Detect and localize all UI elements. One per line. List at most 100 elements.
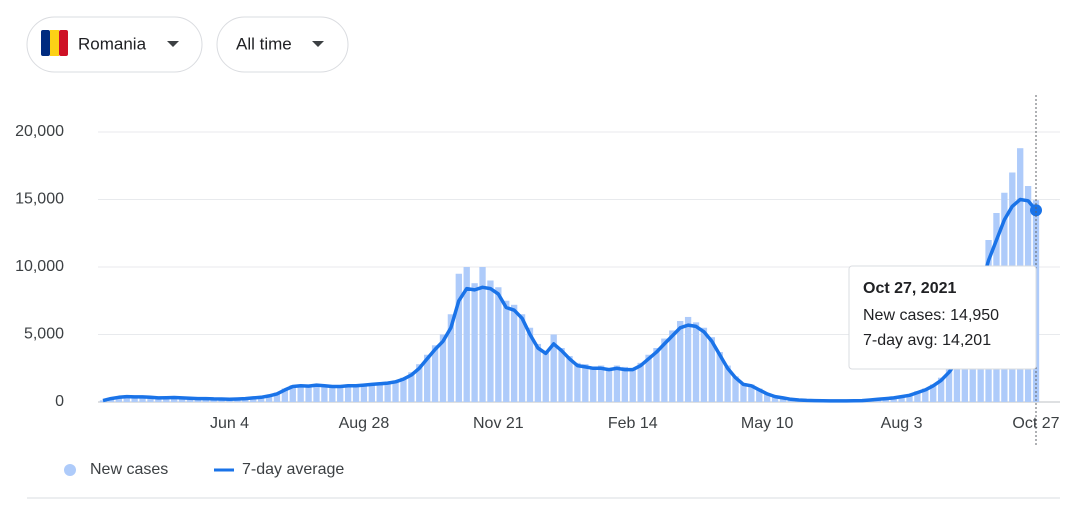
country-label: Romania <box>78 34 147 53</box>
bar <box>344 384 352 402</box>
bar <box>566 356 573 402</box>
bar <box>257 396 265 402</box>
bar <box>724 365 731 402</box>
range-select[interactable] <box>216 16 349 73</box>
bar <box>479 267 486 402</box>
bar <box>605 368 613 402</box>
bar <box>645 354 652 402</box>
legend-swatch <box>64 464 76 476</box>
bar <box>771 395 779 402</box>
tooltip-title: Oct 27, 2021 <box>863 280 957 297</box>
bar <box>305 385 312 402</box>
bar <box>597 365 605 402</box>
bar <box>139 397 146 402</box>
x-tick-label: Jun 4 <box>210 415 249 432</box>
bar <box>400 377 407 402</box>
bar <box>661 338 668 402</box>
x-tick-label: Aug 3 <box>881 415 923 432</box>
bar <box>930 384 937 402</box>
bar <box>621 366 629 402</box>
bar <box>542 350 549 402</box>
bar <box>321 386 328 402</box>
bar <box>906 394 913 402</box>
flag <box>50 30 59 56</box>
legend-label: New cases <box>90 461 168 478</box>
tooltip: Oct 27, 2021 New cases: 14,950 7-day avg… <box>848 265 1037 370</box>
bar <box>376 382 383 402</box>
x-tick-label: Feb 14 <box>608 415 658 432</box>
hover-dot <box>1030 204 1042 217</box>
bar <box>708 337 715 402</box>
bar <box>455 273 462 402</box>
bar <box>297 386 304 402</box>
bar <box>186 397 194 402</box>
y-tick-label: 5,000 <box>24 326 64 343</box>
bar <box>360 384 368 402</box>
bar <box>764 393 771 402</box>
tooltip-line: 7-day avg: 14,201 <box>863 332 991 349</box>
bar <box>313 384 320 402</box>
flag <box>59 30 68 56</box>
y-tick-label: 20,000 <box>15 123 64 140</box>
bar <box>582 364 589 402</box>
bar <box>945 368 953 402</box>
bar <box>700 327 708 402</box>
bar <box>550 334 557 402</box>
bar <box>123 396 130 402</box>
bar <box>748 384 755 402</box>
bar <box>503 300 510 402</box>
average-line <box>102 197 1038 403</box>
bar <box>716 352 723 402</box>
bar <box>273 392 281 402</box>
bar <box>692 322 700 402</box>
bar <box>281 388 289 402</box>
tooltip-line: New cases: 14,950 <box>863 307 999 324</box>
bar <box>99 400 107 402</box>
bar <box>439 334 447 402</box>
bar <box>194 398 202 402</box>
bar <box>384 381 391 402</box>
bar <box>669 330 676 402</box>
bar <box>431 345 439 402</box>
x-tick-label: May 10 <box>741 415 794 432</box>
bar <box>637 362 644 402</box>
bar <box>677 321 684 402</box>
range-label: All time <box>236 34 292 53</box>
bar <box>510 304 518 402</box>
bar <box>526 327 534 402</box>
bar <box>740 383 747 402</box>
flag <box>41 30 50 56</box>
bar <box>368 385 375 402</box>
bar <box>115 396 122 402</box>
bar <box>914 391 921 402</box>
dropdown-arrow <box>167 41 179 47</box>
bar <box>265 395 273 402</box>
bar <box>289 385 296 402</box>
bar <box>574 362 581 402</box>
bar <box>131 396 138 402</box>
bar <box>337 387 344 402</box>
bar <box>629 368 636 402</box>
bar <box>416 364 423 402</box>
y-tick-label: 10,000 <box>15 258 64 275</box>
bar <box>250 397 257 402</box>
country-select[interactable] <box>26 16 203 73</box>
bar <box>392 380 399 402</box>
bar <box>756 388 763 402</box>
bar <box>518 314 526 402</box>
bar <box>447 314 455 402</box>
bar <box>463 267 470 402</box>
bar <box>424 354 431 402</box>
bar <box>487 280 494 402</box>
bar <box>898 395 905 402</box>
bar <box>408 372 415 402</box>
plot: 0 5,000 10,000 15,000 20,000 Jun 4 Aug 28 Nov 2… <box>15 123 1060 432</box>
bar <box>613 365 621 402</box>
bar <box>684 316 692 402</box>
bar <box>653 348 660 402</box>
bar <box>779 397 787 402</box>
bar <box>329 385 336 402</box>
bar <box>590 366 597 402</box>
